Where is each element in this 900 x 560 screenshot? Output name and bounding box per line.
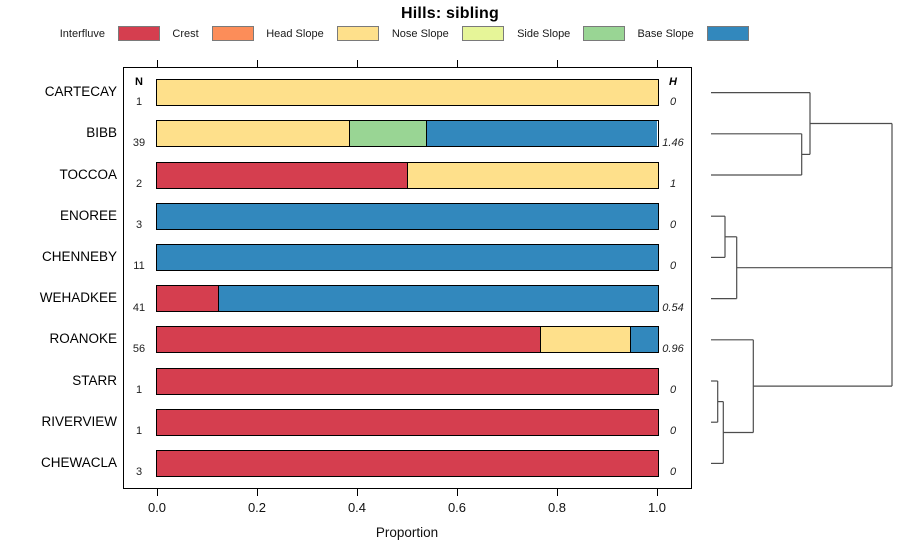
row-label: RIVERVIEW bbox=[41, 413, 117, 429]
h-value: 0 bbox=[669, 384, 677, 396]
axis-tick-top bbox=[156, 60, 158, 67]
row-label: ENOREE bbox=[59, 207, 117, 223]
axis-tick-label: 0.6 bbox=[447, 500, 467, 515]
bar-segment-head-slope bbox=[406, 162, 658, 188]
h-value: 1 bbox=[669, 178, 677, 190]
bar-segment-interfluve bbox=[156, 286, 218, 312]
plot-area-border bbox=[123, 67, 692, 489]
legend-label: Head Slope bbox=[266, 28, 324, 40]
legend-label: Side Slope bbox=[517, 28, 571, 40]
x-axis-title: Proportion bbox=[375, 525, 439, 540]
h-value: 0 bbox=[669, 219, 677, 232]
h-value: 0 bbox=[669, 95, 677, 108]
n-value: 3 bbox=[135, 466, 143, 479]
n-value: 1 bbox=[135, 425, 143, 438]
axis-tick-label: 0.4 bbox=[347, 500, 367, 515]
legend-label: Interfluve bbox=[59, 28, 105, 40]
stacked-bar bbox=[155, 79, 659, 107]
bar-segment-interfluve bbox=[156, 450, 658, 476]
bar-segment-interfluve bbox=[156, 409, 658, 435]
bar-segment-interfluve bbox=[156, 162, 407, 188]
row-label: TOCCOA bbox=[59, 166, 117, 182]
n-value: 1 bbox=[135, 95, 143, 108]
row-label: STARR bbox=[72, 372, 117, 388]
stacked-bar bbox=[155, 161, 659, 189]
bar-segment-head-slope bbox=[156, 80, 658, 106]
n-value: 1 bbox=[135, 384, 143, 396]
axis-tick-bottom bbox=[356, 489, 358, 496]
legend-label: Crest bbox=[172, 28, 199, 40]
n-value: 56 bbox=[132, 342, 146, 355]
bar-segment-base-slope bbox=[156, 203, 658, 229]
h-column-header: H bbox=[669, 76, 677, 88]
axis-tick-bottom bbox=[256, 489, 258, 496]
legend-swatch bbox=[336, 26, 379, 41]
h-value: 0 bbox=[669, 466, 677, 479]
stacked-bar bbox=[155, 202, 659, 230]
h-value: 0.96 bbox=[662, 342, 684, 355]
axis-tick-top bbox=[656, 60, 658, 67]
legend-swatch bbox=[118, 26, 160, 41]
bar-segment-side-slope bbox=[348, 121, 427, 147]
stacked-bar bbox=[155, 326, 659, 354]
axis-tick-bottom bbox=[456, 489, 458, 496]
row-label: BIBB bbox=[86, 125, 117, 141]
legend-swatch bbox=[461, 26, 504, 41]
bar-segment-interfluve bbox=[156, 368, 658, 394]
stacked-bar bbox=[155, 367, 659, 395]
chart-title: Hills: sibling bbox=[401, 5, 499, 22]
axis-tick-top bbox=[256, 60, 258, 67]
h-value: 1.46 bbox=[662, 136, 684, 149]
legend-swatch bbox=[706, 26, 749, 41]
n-value: 39 bbox=[132, 136, 146, 149]
row-label: WEHADKEE bbox=[39, 290, 117, 306]
stacked-bar bbox=[155, 285, 659, 313]
row-label: CHEWACLA bbox=[40, 454, 117, 470]
h-value: 0 bbox=[669, 425, 677, 438]
n-value: 41 bbox=[132, 301, 146, 314]
h-value: 0 bbox=[669, 260, 677, 273]
bar-segment-base-slope bbox=[156, 244, 658, 270]
bar-segment-head-slope bbox=[539, 327, 630, 353]
n-value: 11 bbox=[133, 260, 145, 273]
bar-segment-head-slope bbox=[156, 121, 349, 147]
row-label: CARTECAY bbox=[44, 84, 117, 100]
axis-tick-bottom bbox=[656, 489, 658, 496]
legend-swatch bbox=[583, 26, 626, 41]
bar-segment-base-slope bbox=[426, 121, 658, 147]
axis-tick-top bbox=[356, 60, 358, 67]
n-value: 2 bbox=[135, 178, 143, 190]
axis-tick-label: 0.8 bbox=[547, 500, 567, 515]
axis-tick-bottom bbox=[556, 489, 558, 496]
bar-segment-base-slope bbox=[629, 327, 658, 353]
row-label: CHENNEBY bbox=[41, 248, 117, 264]
n-value: 3 bbox=[135, 219, 143, 232]
stacked-bar bbox=[155, 408, 659, 436]
axis-tick-label: 1.0 bbox=[647, 500, 667, 515]
legend-label: Nose Slope bbox=[391, 28, 449, 40]
n-column-header: N bbox=[135, 76, 143, 88]
bar-segment-base-slope bbox=[217, 286, 658, 312]
axis-tick-bottom bbox=[156, 489, 158, 496]
axis-tick-top bbox=[556, 60, 558, 67]
stacked-bar bbox=[155, 243, 659, 271]
legend-label: Base Slope bbox=[637, 28, 694, 40]
stacked-bar bbox=[155, 120, 659, 148]
row-label: ROANOKE bbox=[49, 331, 117, 347]
legend-swatch bbox=[211, 26, 254, 41]
axis-tick-top bbox=[456, 60, 458, 67]
axis-tick-label: 0.2 bbox=[247, 500, 267, 515]
stacked-bar bbox=[155, 449, 659, 477]
bar-segment-interfluve bbox=[156, 327, 540, 353]
axis-tick-label: 0.0 bbox=[147, 500, 167, 515]
h-value: 0.54 bbox=[662, 301, 684, 314]
